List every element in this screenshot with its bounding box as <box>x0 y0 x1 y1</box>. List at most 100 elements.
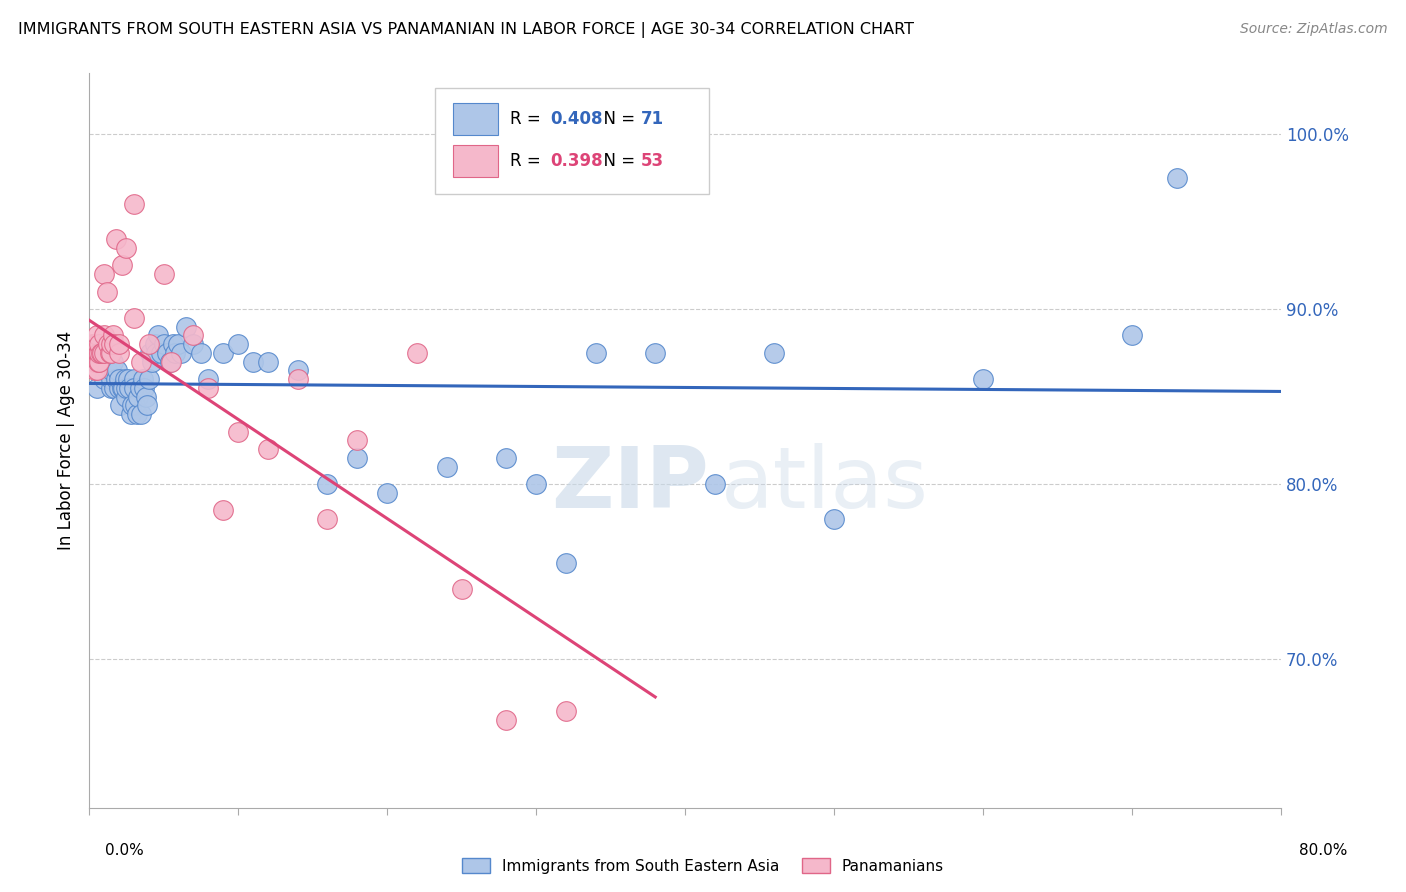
Point <box>346 450 368 465</box>
Point <box>141 354 163 368</box>
Point <box>105 363 128 377</box>
Point <box>554 556 576 570</box>
Point <box>84 354 107 368</box>
Text: IMMIGRANTS FROM SOUTH EASTERN ASIA VS PANAMANIAN IN LABOR FORCE | AGE 30-34 CORR: IMMIGRANTS FROM SOUTH EASTERN ASIA VS PA… <box>18 22 914 38</box>
Point <box>86 328 108 343</box>
Point <box>135 390 157 404</box>
Text: 71: 71 <box>641 111 664 128</box>
Point <box>118 381 141 395</box>
Text: 53: 53 <box>641 153 664 170</box>
Text: R =: R = <box>510 153 546 170</box>
Point <box>375 485 398 500</box>
Text: R =: R = <box>510 111 546 128</box>
Point <box>100 381 122 395</box>
Point <box>80 346 103 360</box>
Point <box>83 346 105 360</box>
Point <box>138 372 160 386</box>
Text: N =: N = <box>593 111 641 128</box>
Point <box>108 346 131 360</box>
Point <box>138 337 160 351</box>
Point <box>93 267 115 281</box>
Point <box>226 337 249 351</box>
Point <box>96 363 118 377</box>
Point <box>83 354 105 368</box>
Point <box>212 503 235 517</box>
Legend: Immigrants from South Eastern Asia, Panamanians: Immigrants from South Eastern Asia, Pana… <box>456 852 950 880</box>
Point <box>436 459 458 474</box>
Point <box>162 337 184 351</box>
Point <box>129 354 152 368</box>
Point <box>146 328 169 343</box>
Point <box>80 337 103 351</box>
Point <box>127 390 149 404</box>
Point <box>89 354 111 368</box>
Point <box>84 337 107 351</box>
Point <box>122 381 145 395</box>
Point <box>104 232 127 246</box>
Point <box>316 477 339 491</box>
Text: 0.398: 0.398 <box>550 153 603 170</box>
Point <box>98 346 121 360</box>
Point <box>115 390 138 404</box>
Point <box>83 337 105 351</box>
Point <box>87 354 110 368</box>
Point <box>115 241 138 255</box>
Point <box>823 512 845 526</box>
Point <box>86 381 108 395</box>
Point <box>170 346 193 360</box>
Point <box>115 381 138 395</box>
Point <box>100 346 122 360</box>
Point <box>183 328 205 343</box>
Point <box>84 363 107 377</box>
Point <box>405 346 427 360</box>
Point <box>96 285 118 299</box>
Point <box>89 346 111 360</box>
Point <box>117 372 139 386</box>
Point <box>84 346 107 360</box>
Point <box>212 346 235 360</box>
Point <box>103 337 125 351</box>
Point <box>110 398 132 412</box>
Point <box>89 337 111 351</box>
Text: 0.0%: 0.0% <box>105 843 145 858</box>
Point <box>86 363 108 377</box>
Point <box>101 328 124 343</box>
Point <box>93 372 115 386</box>
Point <box>111 259 134 273</box>
Point <box>287 372 309 386</box>
Text: 80.0%: 80.0% <box>1299 843 1347 858</box>
Point <box>167 337 190 351</box>
Point <box>197 381 219 395</box>
Point <box>165 346 187 360</box>
Point <box>1121 328 1143 343</box>
Point <box>124 398 146 412</box>
Point <box>257 442 280 456</box>
Point <box>495 450 517 465</box>
Point <box>108 381 131 395</box>
Y-axis label: In Labor Force | Age 30-34: In Labor Force | Age 30-34 <box>58 331 75 550</box>
Point <box>644 346 666 360</box>
Point <box>104 372 127 386</box>
Point <box>159 354 181 368</box>
Point <box>495 713 517 727</box>
Point <box>121 398 143 412</box>
Point <box>287 363 309 377</box>
Point <box>97 337 120 351</box>
Point <box>93 346 115 360</box>
Point <box>134 381 156 395</box>
Point <box>111 381 134 395</box>
Point <box>114 372 136 386</box>
Point <box>763 346 786 360</box>
Point <box>108 337 131 351</box>
Point <box>120 407 142 421</box>
Point <box>1166 170 1188 185</box>
Point <box>242 354 264 368</box>
Point <box>160 354 183 368</box>
Point <box>131 372 153 386</box>
Point <box>100 363 122 377</box>
Point <box>90 346 112 360</box>
Point <box>450 582 472 596</box>
Point <box>190 346 212 360</box>
Text: atlas: atlas <box>721 442 929 526</box>
Point <box>257 354 280 368</box>
